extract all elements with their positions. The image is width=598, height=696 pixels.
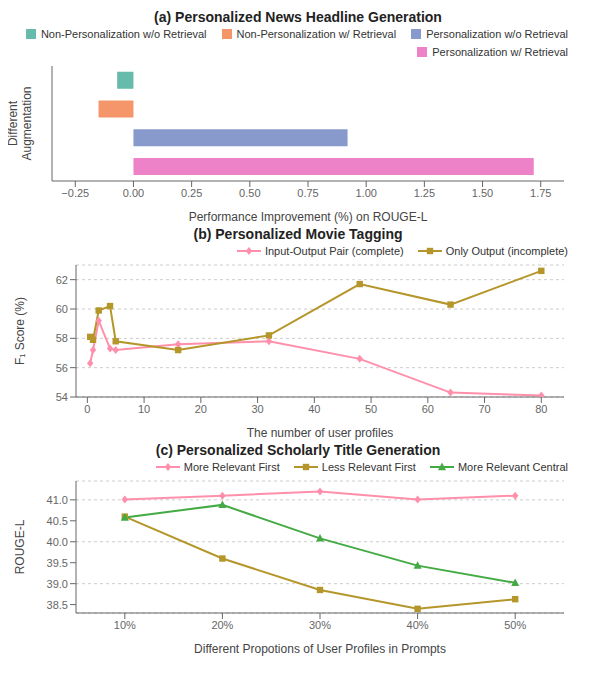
svg-text:0.50: 0.50 (239, 187, 260, 199)
svg-text:41.0: 41.0 (47, 494, 68, 506)
svg-text:60: 60 (422, 403, 434, 415)
svg-text:56: 56 (56, 362, 68, 374)
html-text:Input-Output Pair (complete): Input-Output Pair (complete) (264, 245, 404, 257)
svg-text:40.0: 40.0 (47, 536, 68, 548)
svg-text:Performance Improvement (%) on: Performance Improvement (%) on ROUGE-L (189, 210, 428, 224)
html-text:(c) Personalized Scholarly Tit: (c) Personalized Scholarly Title Generat… (155, 442, 441, 458)
svg-text:60: 60 (56, 303, 68, 315)
html-text:More Relevant First: More Relevant First (183, 461, 280, 473)
svg-text:80: 80 (535, 403, 547, 415)
svg-text:50: 50 (365, 403, 377, 415)
svg-text:1.25: 1.25 (414, 187, 435, 199)
svg-text:The number of user profiles: The number of user profiles (247, 426, 394, 440)
svg-text:Different Propotions of User P: Different Propotions of User Profiles in… (194, 642, 446, 656)
svg-text:DifferentAugmentation: DifferentAugmentation (8, 86, 34, 160)
html-text:Non-Personalization w/o Retrie: Non-Personalization w/o Retrieval (40, 28, 207, 40)
svg-text:54: 54 (56, 391, 68, 403)
svg-text:0.75: 0.75 (297, 187, 318, 199)
svg-text:−0.25: −0.25 (61, 187, 89, 199)
svg-text:1.50: 1.50 (472, 187, 493, 199)
html-text:More Relevant Central: More Relevant Central (457, 461, 568, 473)
svg-text:F₁ Score (%): F₁ Score (%) (13, 297, 27, 365)
svg-text:62: 62 (56, 274, 68, 286)
svg-text:ROUGE-L: ROUGE-L (13, 519, 27, 574)
svg-text:30%: 30% (309, 619, 331, 631)
svg-text:40%: 40% (407, 619, 429, 631)
svg-text:50%: 50% (504, 619, 526, 631)
svg-text:10%: 10% (114, 619, 136, 631)
html-text:Personalization w/o Retrieval: Personalization w/o Retrieval (426, 28, 568, 40)
svg-text:40: 40 (308, 403, 320, 415)
html-text:Personalization w/ Retrieval: Personalization w/ Retrieval (432, 46, 568, 58)
html-text:Less Relevant First: Less Relevant First (321, 461, 416, 473)
svg-text:40.5: 40.5 (47, 515, 68, 527)
svg-text:20%: 20% (211, 619, 233, 631)
svg-text:38.5: 38.5 (47, 599, 68, 611)
svg-text:39.0: 39.0 (47, 578, 68, 590)
html-text:(b) Personalized Movie Tagging: (b) Personalized Movie Tagging (193, 226, 403, 242)
svg-text:58: 58 (56, 332, 68, 344)
html-text:(a) Personalized News Headline: (a) Personalized News Headline Generatio… (154, 9, 442, 25)
svg-text:1.75: 1.75 (530, 187, 551, 199)
svg-text:70: 70 (478, 403, 490, 415)
svg-text:0: 0 (84, 403, 90, 415)
html-text:Only Output (incomplete): Only Output (incomplete) (445, 245, 568, 257)
html-text:Non-Personalization w/ Retriev: Non-Personalization w/ Retrieval (236, 28, 397, 40)
svg-text:0.00: 0.00 (123, 187, 144, 199)
svg-text:10: 10 (138, 403, 150, 415)
svg-text:30: 30 (251, 403, 263, 415)
svg-text:1.00: 1.00 (355, 187, 376, 199)
svg-text:20: 20 (195, 403, 207, 415)
svg-text:0.25: 0.25 (181, 187, 202, 199)
svg-text:39.5: 39.5 (47, 557, 68, 569)
